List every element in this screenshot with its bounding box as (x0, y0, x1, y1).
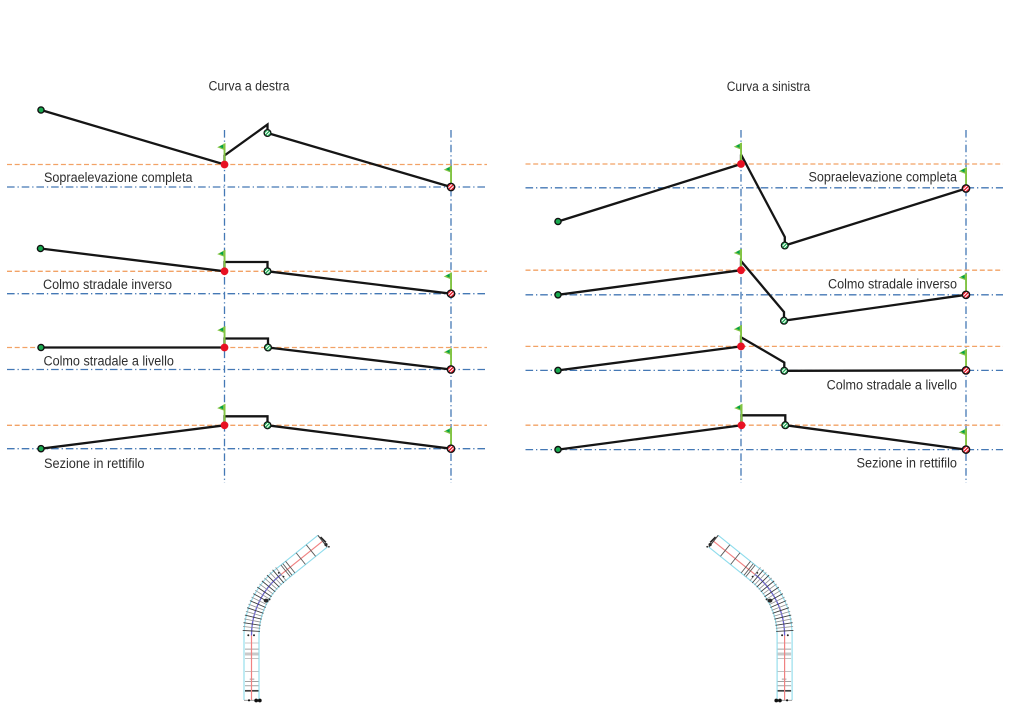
svg-text:Colmo stradale inverso: Colmo stradale inverso (828, 277, 957, 293)
svg-text:Curva a sinistra: Curva a sinistra (727, 79, 811, 95)
svg-text:Colmo stradale a livello: Colmo stradale a livello (827, 377, 957, 393)
svg-text:Sezione in rettifilo: Sezione in rettifilo (857, 455, 958, 471)
svg-text:Colmo stradale inverso: Colmo stradale inverso (43, 277, 172, 293)
svg-text:Sezione in rettifilo: Sezione in rettifilo (44, 456, 145, 472)
svg-text:Colmo stradale a livello: Colmo stradale a livello (44, 353, 174, 369)
svg-text:Sopraelevazione completa: Sopraelevazione completa (44, 170, 193, 186)
svg-text:Curva a destra: Curva a destra (209, 79, 290, 95)
svg-text:Sopraelevazione completa: Sopraelevazione completa (809, 170, 958, 186)
